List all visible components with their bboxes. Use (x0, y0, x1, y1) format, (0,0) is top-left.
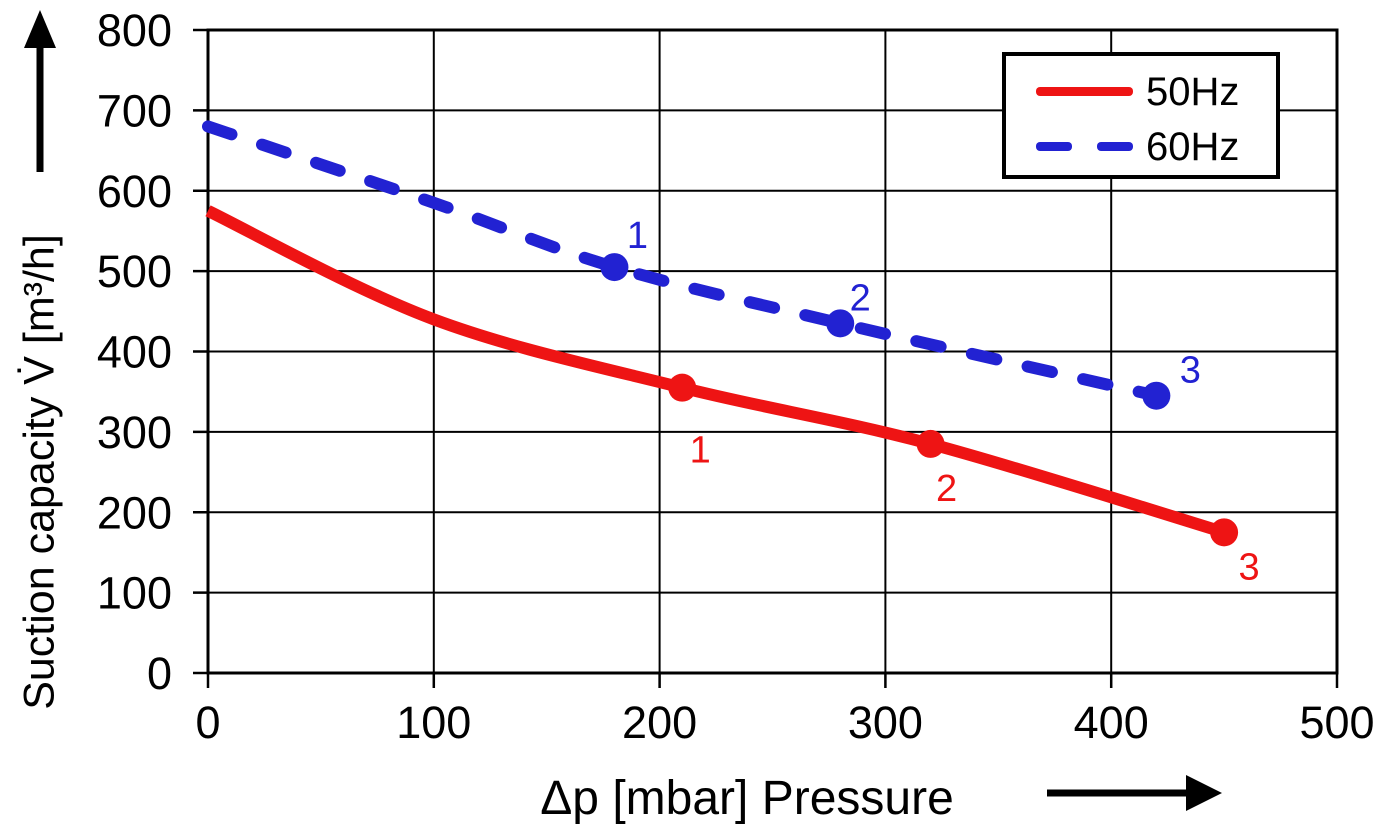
y-axis-title: Suction capacity V̇ [m³/h] (15, 234, 64, 710)
legend-row-60Hz: 60Hz (1036, 119, 1276, 174)
legend-label-50Hz: 50Hz (1146, 69, 1240, 114)
data-point-50Hz-1 (668, 373, 697, 402)
y-tick-label: 800 (97, 5, 172, 56)
y-tick-label: 700 (97, 85, 172, 136)
data-point-label-60Hz-2: 2 (850, 277, 871, 319)
data-point-label-50Hz-1: 1 (690, 430, 711, 472)
legend-line-segment (1036, 87, 1133, 96)
x-tick-label: 500 (1299, 697, 1374, 748)
x-tick-label: 0 (195, 697, 220, 748)
legend-line-segment (1097, 142, 1133, 151)
data-point-label-60Hz-3: 3 (1180, 350, 1201, 392)
x-tick-label: 400 (1074, 697, 1149, 748)
legend: 50Hz 60Hz (1002, 52, 1280, 179)
x-axis-arrow-icon (1047, 775, 1222, 811)
x-axis-title: Δp [mbar] Pressure (540, 772, 954, 825)
data-point-label-50Hz-3: 3 (1239, 546, 1260, 588)
data-point-50Hz-3 (1210, 518, 1239, 547)
series-curve-50Hz (205, 205, 1226, 539)
y-tick-label: 500 (97, 246, 172, 297)
y-tick-label: 200 (97, 487, 172, 538)
data-point-label-50Hz-2: 2 (936, 468, 957, 510)
data-point-50Hz-2 (916, 429, 945, 458)
plot-border (206, 28, 1339, 675)
series-curve-60Hz (202, 120, 1163, 402)
legend-line-segment (1036, 142, 1072, 151)
y-axis-arrow-icon (24, 10, 56, 172)
data-point-markers (600, 253, 1239, 547)
x-tick-label: 300 (848, 697, 923, 748)
legend-row-50Hz: 50Hz (1036, 64, 1276, 119)
x-tick-label: 100 (396, 697, 471, 748)
series-curves (202, 120, 1226, 539)
y-tick-label: 400 (97, 327, 172, 378)
data-point-label-60Hz-1: 1 (627, 215, 648, 257)
axis-ticks (193, 28, 1339, 688)
legend-solid-line-sample (1036, 87, 1133, 96)
tick-labels: 0 100 200 300 400 500 0 100 200 300 400 500 600 700 80… (97, 5, 1375, 748)
data-point-60Hz-3 (1142, 381, 1171, 410)
y-tick-label: 100 (97, 568, 172, 619)
data-point-labels: 1 2 3 1 2 3 (627, 215, 1260, 588)
x-tick-label: 200 (622, 697, 697, 748)
y-tick-label: 300 (97, 407, 172, 458)
legend-dashed-line-sample (1036, 142, 1133, 151)
data-point-60Hz-2 (826, 309, 855, 338)
legend-label-60Hz: 60Hz (1146, 124, 1240, 169)
data-point-60Hz-1 (600, 253, 629, 282)
y-tick-label: 0 (147, 648, 172, 699)
y-tick-label: 600 (97, 166, 172, 217)
